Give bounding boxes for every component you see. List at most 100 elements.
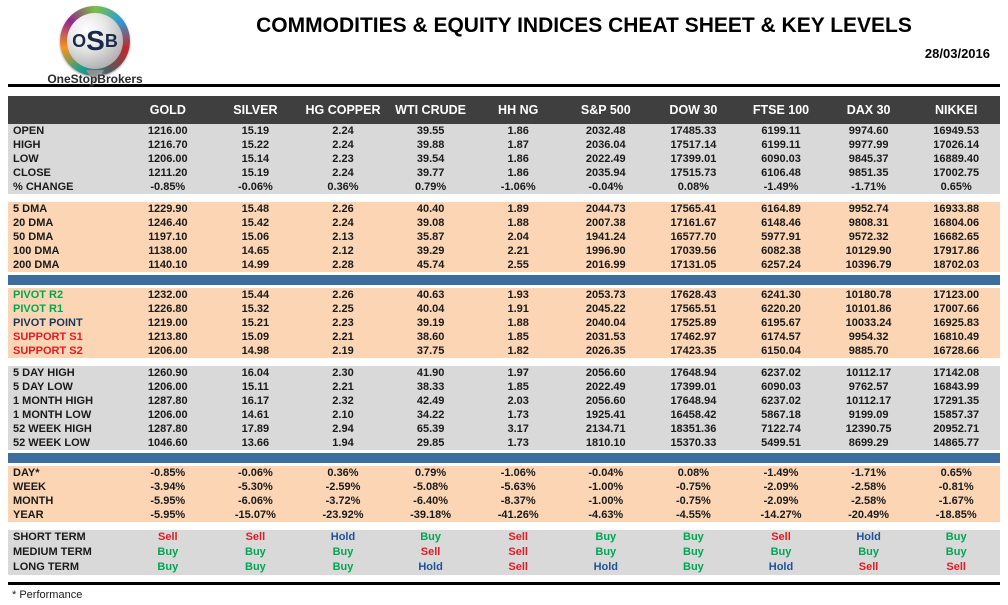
table-cell: -1.49% bbox=[763, 181, 799, 193]
table-cell: 1211.20 bbox=[148, 167, 188, 179]
table-cell: 17917.86 bbox=[933, 245, 980, 257]
table-cell: 17399.01 bbox=[670, 153, 717, 165]
table-cell: 1216.70 bbox=[147, 139, 188, 151]
table-cell: 0.65% bbox=[940, 467, 972, 479]
table-cell: 16889.40 bbox=[933, 153, 980, 165]
table-cell: -3.94% bbox=[150, 481, 186, 493]
section-divider-bar bbox=[8, 453, 1000, 463]
signal-cell: Hold bbox=[418, 561, 443, 573]
table-cell: 2.13 bbox=[332, 231, 354, 243]
table-cell: 1.88 bbox=[507, 217, 529, 229]
table-cell: 2040.04 bbox=[585, 317, 626, 329]
table-row-open: OPEN 1216.00 15.19 2.24 39.55 1.86 2032.48 1748… bbox=[8, 124, 1000, 138]
row-label: PIVOT R1 bbox=[13, 303, 64, 315]
table-cell: 2.55 bbox=[507, 259, 529, 271]
header-divider bbox=[8, 84, 1000, 87]
table-cell: 15.32 bbox=[241, 303, 270, 315]
table-cell: 17648.94 bbox=[670, 367, 717, 379]
table-cell: 5977.91 bbox=[761, 231, 801, 243]
table-cell: 17.89 bbox=[241, 423, 270, 435]
table-cell: 17039.56 bbox=[670, 245, 717, 257]
row-label: WEEK bbox=[13, 481, 46, 493]
table-cell: 1.73 bbox=[507, 409, 529, 421]
table-cell: -1.06% bbox=[500, 467, 536, 479]
table-cell: -0.04% bbox=[588, 181, 624, 193]
table-cell: 6220.20 bbox=[761, 303, 801, 315]
section-gap bbox=[8, 522, 1000, 530]
table-header-row: GOLD SILVER HG COPPER WTI CRUDE HH NG S&P 500… bbox=[8, 96, 1000, 124]
table-cell: 5867.18 bbox=[761, 409, 801, 421]
table-cell: 10112.17 bbox=[845, 395, 892, 407]
table-cell: 10180.78 bbox=[845, 289, 892, 301]
table-cell: -0.75% bbox=[675, 495, 711, 507]
signal-cell: Buy bbox=[595, 531, 617, 543]
table-cell: 16933.88 bbox=[933, 203, 980, 215]
table-row-5-day-high: 5 DAY HIGH 1260.90 16.04 2.30 41.90 1.97 2056.… bbox=[8, 366, 1000, 380]
table-cell: 2022.49 bbox=[585, 153, 626, 165]
table-cell: -14.27% bbox=[760, 509, 802, 521]
table-cell: 15.42 bbox=[241, 217, 270, 229]
table-corner-cell bbox=[8, 96, 124, 124]
table-cell: 39.19 bbox=[416, 317, 445, 329]
table-cell: 42.49 bbox=[416, 395, 445, 407]
table-cell: -20.49% bbox=[848, 509, 890, 521]
table-cell: 1197.10 bbox=[148, 231, 188, 243]
signal-cell: Sell bbox=[771, 531, 791, 543]
table-cell: 1.89 bbox=[507, 203, 529, 215]
table-cell: 14865.77 bbox=[933, 437, 980, 449]
table-cell: 17517.14 bbox=[670, 139, 717, 151]
table-cell: -0.06% bbox=[237, 467, 273, 479]
table-cell: 6106.48 bbox=[761, 167, 801, 179]
table-cell: 39.77 bbox=[416, 167, 445, 179]
table-cell: 35.87 bbox=[416, 231, 445, 243]
signal-cell: Sell bbox=[420, 546, 441, 558]
table-cell: 2.21 bbox=[332, 381, 354, 393]
table-cell: 15.44 bbox=[241, 289, 270, 301]
table-cell: 13.66 bbox=[241, 437, 270, 449]
table-cell: -2.59% bbox=[325, 481, 361, 493]
table-cell: -5.08% bbox=[413, 481, 449, 493]
table-cell: 37.75 bbox=[416, 345, 445, 357]
table-cell: 17002.75 bbox=[933, 167, 980, 179]
table-row-200-dma: 200 DMA 1140.10 14.99 2.28 45.74 2.55 2016.99 1… bbox=[8, 258, 1000, 272]
table-cell: 17462.97 bbox=[670, 331, 717, 343]
table-cell: 6082.38 bbox=[761, 245, 801, 257]
signal-cell: Buy bbox=[683, 531, 704, 543]
table-cell: 15.09 bbox=[241, 331, 270, 343]
table-cell: 65.39 bbox=[416, 423, 445, 435]
table-cell: 2.23 bbox=[332, 317, 354, 329]
table-cell: 2.04 bbox=[507, 231, 529, 243]
table-cell: -1.71% bbox=[851, 181, 887, 193]
page-title: COMMODITIES & EQUITY INDICES CHEAT SHEET… bbox=[256, 14, 912, 37]
row-label: YEAR bbox=[13, 509, 44, 521]
row-label: 5 DAY LOW bbox=[13, 381, 73, 393]
table-cell: 39.08 bbox=[416, 217, 445, 229]
table-cell: 2.94 bbox=[332, 423, 354, 435]
table-cell: 9199.09 bbox=[848, 409, 889, 421]
table-cell: -0.04% bbox=[588, 467, 624, 479]
report-date: 28/03/2016 bbox=[924, 46, 990, 61]
table-cell: 2056.60 bbox=[585, 395, 626, 407]
table-cell: 2045.22 bbox=[585, 303, 626, 315]
signal-cell: Hold bbox=[593, 561, 619, 573]
table-cell: 15857.37 bbox=[933, 409, 980, 421]
table-cell: -41.26% bbox=[497, 509, 539, 521]
table-cell: 1.87 bbox=[507, 139, 529, 151]
signal-cell: Buy bbox=[420, 531, 441, 543]
table-cell: -39.18% bbox=[410, 509, 452, 521]
column-header-wti-crude: WTI CRUDE bbox=[395, 103, 466, 117]
table-cell: 1246.40 bbox=[147, 217, 188, 229]
table-cell: -15.07% bbox=[234, 509, 276, 521]
table-cell: 1260.90 bbox=[147, 367, 188, 379]
table-cell: 15.19 bbox=[241, 167, 270, 179]
table-row-high: HIGH 1216.70 15.22 2.24 39.88 1.87 2036.04 1751… bbox=[8, 138, 1000, 152]
table-cell: 1206.00 bbox=[147, 153, 188, 165]
table-cell: 0.79% bbox=[414, 467, 447, 479]
table-cell: 15.22 bbox=[241, 139, 270, 151]
table-row-day: DAY* -0.85% -0.06% 0.36% 0.79% -1.06% -0.04% 0.… bbox=[8, 466, 1000, 480]
table-cell: 2016.99 bbox=[585, 259, 626, 271]
table-cell: 2056.60 bbox=[585, 367, 626, 379]
table-cell: 40.63 bbox=[416, 289, 445, 301]
row-label: LOW bbox=[13, 153, 39, 165]
